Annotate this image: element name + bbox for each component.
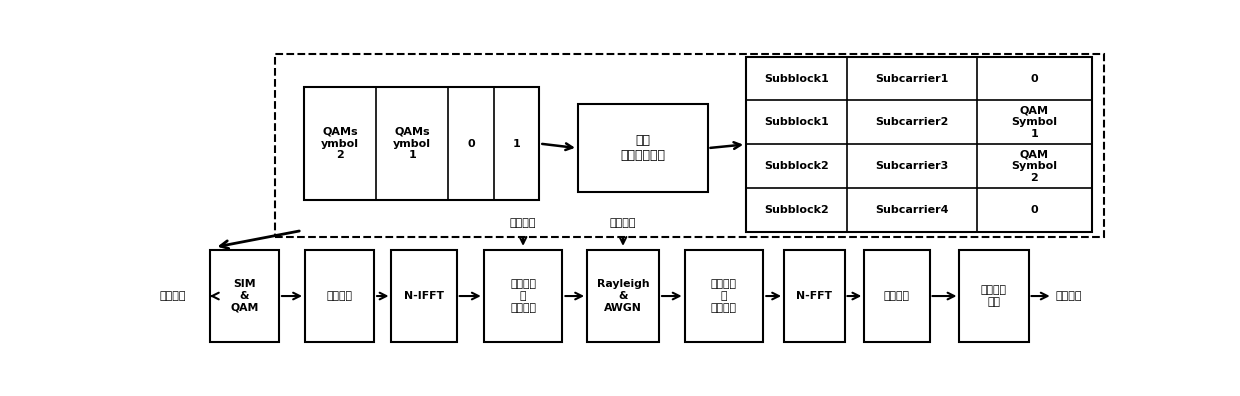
FancyBboxPatch shape — [304, 87, 539, 200]
Text: 输出比特: 输出比特 — [1055, 291, 1083, 301]
FancyBboxPatch shape — [784, 250, 844, 342]
FancyBboxPatch shape — [746, 57, 1092, 232]
Text: Subcarrier2: Subcarrier2 — [875, 118, 949, 128]
Text: N-FFT: N-FFT — [796, 291, 832, 301]
FancyBboxPatch shape — [684, 250, 764, 342]
Text: 去循环前
缀
串并转换: 去循环前 缀 串并转换 — [711, 280, 737, 312]
Text: 信号检测: 信号检测 — [884, 291, 910, 301]
Text: 接收天线: 接收天线 — [610, 218, 636, 228]
Text: Subblock2: Subblock2 — [764, 205, 828, 215]
Text: 0: 0 — [1030, 74, 1038, 84]
Text: QAM
Symbol
2: QAM Symbol 2 — [1012, 150, 1058, 183]
Text: Subcarrier3: Subcarrier3 — [875, 161, 949, 171]
Text: 传统
载波索引调制: 传统 载波索引调制 — [620, 134, 665, 162]
Text: Subcarrier1: Subcarrier1 — [875, 74, 949, 84]
Text: 串并转换: 串并转换 — [326, 291, 352, 301]
FancyBboxPatch shape — [578, 104, 708, 192]
Text: Subblock2: Subblock2 — [764, 161, 828, 171]
Text: 发射天线: 发射天线 — [510, 218, 537, 228]
Text: QAMs
ymbol
1: QAMs ymbol 1 — [393, 127, 432, 160]
Text: 1: 1 — [513, 139, 521, 148]
Text: QAMs
ymbol
2: QAMs ymbol 2 — [321, 127, 360, 160]
Text: QAM
Symbol
1: QAM Symbol 1 — [1012, 106, 1058, 139]
FancyBboxPatch shape — [960, 250, 1028, 342]
Text: 并串转换
解调: 并串转换 解调 — [981, 285, 1007, 307]
Text: Subblock1: Subblock1 — [764, 118, 828, 128]
Text: Subcarrier4: Subcarrier4 — [875, 205, 949, 215]
Text: 并串转换
加
循环前缀: 并串转换 加 循环前缀 — [510, 280, 536, 312]
Text: 输入比特: 输入比特 — [160, 291, 186, 301]
Text: N-IFFT: N-IFFT — [404, 291, 444, 301]
FancyBboxPatch shape — [210, 250, 279, 342]
FancyBboxPatch shape — [484, 250, 563, 342]
FancyBboxPatch shape — [392, 250, 456, 342]
Text: 0: 0 — [1030, 205, 1038, 215]
Text: Subblock1: Subblock1 — [764, 74, 828, 84]
Text: SIM
&
QAM: SIM & QAM — [231, 280, 259, 312]
FancyBboxPatch shape — [864, 250, 930, 342]
FancyBboxPatch shape — [587, 250, 658, 342]
Text: Rayleigh
&
AWGN: Rayleigh & AWGN — [596, 280, 650, 312]
FancyBboxPatch shape — [305, 250, 374, 342]
Text: 0: 0 — [467, 139, 475, 148]
